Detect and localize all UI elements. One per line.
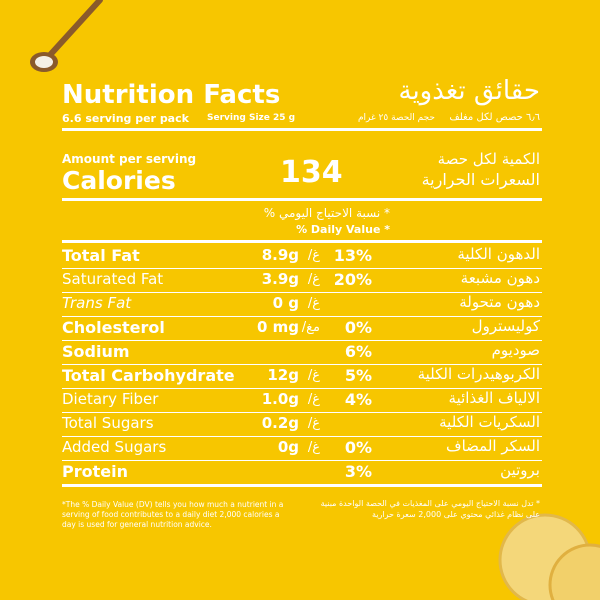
amount: 8.9g [261, 246, 299, 264]
calories-value: 134 [280, 155, 343, 190]
name-ar: الالياف الغذائية [448, 389, 540, 407]
rule [62, 460, 542, 461]
unit-ar: مغ/ [301, 320, 320, 335]
serving-size-ar: حجم الحصة ٢٥ غرام [357, 113, 435, 123]
rule [62, 316, 542, 317]
dv: 0% [344, 438, 372, 457]
amount: 3.9g [261, 270, 299, 288]
calories-en: Calories [62, 166, 176, 195]
amount-en: Amount per serving [62, 152, 197, 166]
amount: 12g [267, 366, 299, 384]
servings-en: 6.6 serving per pack [62, 112, 189, 125]
name-ar: بروتين [500, 461, 540, 479]
name-en: Total Fat [62, 246, 140, 265]
serving-size-en: Serving Size 25 g [207, 113, 296, 123]
name-ar: السكر المضاف [446, 437, 540, 455]
rule [62, 128, 542, 131]
name-ar: دهون مشبعة [460, 269, 540, 287]
amount: 0 g [272, 294, 299, 312]
name-ar: كوليسترول [471, 317, 540, 335]
unit-ar: غ/ [307, 272, 320, 287]
rule [62, 364, 542, 365]
salt [35, 56, 53, 68]
name-en: Sodium [62, 342, 130, 361]
dv: 0% [344, 318, 372, 337]
dv: 5% [344, 366, 372, 385]
name-ar: الكربوهيدرات الكلية [417, 365, 540, 383]
chip [548, 543, 600, 600]
unit-ar: غ/ [307, 416, 320, 431]
title-ar: حقائق تغذوية [398, 76, 541, 106]
rule [62, 388, 542, 389]
name-ar: الدهون الكلية [457, 245, 540, 263]
unit-ar: غ/ [307, 368, 320, 383]
unit-ar: غ/ [307, 392, 320, 407]
dv: 6% [344, 342, 372, 361]
unit-ar: غ/ [307, 440, 320, 455]
footnote-en: *The % Daily Value (DV) tells you how mu… [62, 500, 284, 529]
dv: 3% [344, 462, 372, 481]
name-en: Total Sugars [62, 414, 154, 432]
rule [62, 240, 542, 243]
name-ar: دهون متحولة [459, 293, 540, 311]
rule [62, 292, 542, 293]
servings-ar: ٦٫٦ حصص لكل مغلف [449, 112, 540, 123]
name-en: Cholesterol [62, 318, 165, 337]
dv: 20% [333, 270, 372, 289]
calories-ar: السعرات الحرارية [421, 170, 540, 189]
name-en: Added Sugars [62, 438, 167, 456]
unit-ar: غ/ [307, 296, 320, 311]
rule [62, 268, 542, 269]
dv: 4% [344, 390, 372, 409]
dv-header-ar: * نسبة الاحتياج اليومي % [263, 206, 390, 220]
footnote-ar: * تدل نسبة الاحتياج اليومي على المغذيات … [320, 499, 540, 520]
amount: 0.2g [261, 414, 299, 432]
name-ar: صوديوم [491, 341, 540, 359]
name-en: Dietary Fiber [62, 390, 159, 408]
rule [62, 484, 542, 487]
amount: 1.0g [261, 390, 299, 408]
name-en: Total Carbohydrate [62, 366, 235, 385]
amount: 0g [277, 438, 299, 456]
spoon-handle [47, 0, 103, 58]
dv: 13% [333, 246, 372, 265]
rule [62, 340, 542, 341]
unit-ar: غ/ [307, 248, 320, 263]
name-en: Protein [62, 462, 128, 481]
rule [62, 436, 542, 437]
title-en: Nutrition Facts [62, 80, 281, 110]
rule [62, 198, 542, 201]
name-en: Trans Fat [62, 294, 132, 312]
rule [62, 412, 542, 413]
amount-ar: الكمية لكل حصة [437, 150, 540, 168]
dv-header-en: % Daily Value * [296, 223, 390, 236]
name-en: Saturated Fat [62, 270, 164, 288]
amount: 0 mg [256, 318, 299, 336]
name-ar: السكريات الكلية [439, 413, 540, 431]
